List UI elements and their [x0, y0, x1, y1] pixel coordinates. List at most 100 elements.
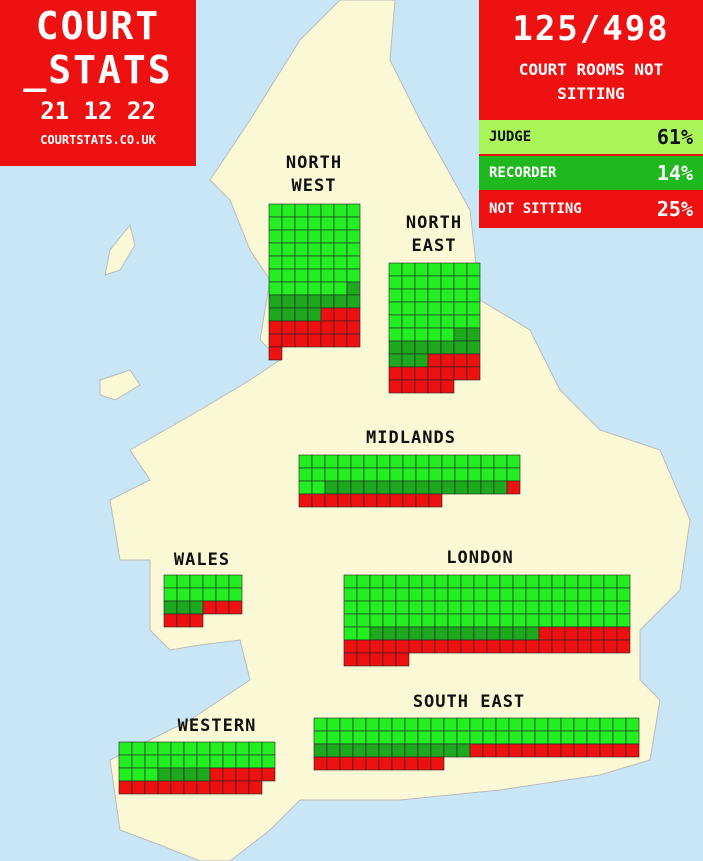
court-room [564, 574, 579, 589]
court-room [467, 454, 482, 469]
court-room [460, 600, 475, 615]
header: COURT _STATS 21 12 22 COURTSTATS.CO.UK [0, 0, 196, 166]
court-room [281, 281, 296, 296]
court-room [118, 741, 133, 756]
court-room [209, 754, 224, 769]
summary-count: 125/498 [512, 9, 670, 49]
court-room [473, 600, 488, 615]
court-room [460, 613, 475, 628]
island [99, 369, 141, 401]
court-room [427, 301, 442, 316]
court-room [268, 268, 283, 283]
court-room [378, 743, 393, 758]
court-room [493, 467, 508, 482]
court-room [466, 275, 481, 290]
court-room [440, 353, 455, 368]
court-room [414, 327, 429, 342]
court-room [268, 229, 283, 244]
court-room [382, 626, 397, 641]
court-room [337, 493, 352, 508]
court-room [603, 600, 618, 615]
court-room [534, 717, 549, 732]
court-room [352, 730, 367, 745]
court-room [183, 780, 198, 795]
court-room [363, 480, 378, 495]
court-room [350, 480, 365, 495]
court-room [551, 613, 566, 628]
court-room [356, 600, 371, 615]
court-room [573, 717, 588, 732]
court-room [365, 730, 380, 745]
court-room [376, 467, 391, 482]
court-room [320, 333, 335, 348]
court-room [196, 780, 211, 795]
court-room [248, 767, 263, 782]
court-room [388, 327, 403, 342]
court-room [453, 275, 468, 290]
court-room [577, 639, 592, 654]
court-room [294, 229, 309, 244]
court-room [389, 493, 404, 508]
court-room [388, 340, 403, 355]
court-room [311, 480, 326, 495]
court-room [343, 652, 358, 667]
court-room [401, 327, 416, 342]
court-room [599, 717, 614, 732]
court-room [577, 587, 592, 602]
court-room [307, 255, 322, 270]
court-room [209, 741, 224, 756]
court-room [170, 754, 185, 769]
court-room [440, 327, 455, 342]
court-room [460, 574, 475, 589]
court-room [196, 741, 211, 756]
court-room [389, 467, 404, 482]
court-room [222, 767, 237, 782]
court-room [473, 613, 488, 628]
court-room [228, 587, 243, 602]
court-room [440, 288, 455, 303]
court-room [417, 730, 432, 745]
court-room [625, 730, 640, 745]
court-room [443, 743, 458, 758]
court-room [454, 467, 469, 482]
court-room [281, 307, 296, 322]
court-room [235, 754, 250, 769]
court-room [294, 203, 309, 218]
court-room [324, 480, 339, 495]
court-room [157, 780, 172, 795]
court-room [427, 275, 442, 290]
court-room [456, 743, 471, 758]
court-room [294, 333, 309, 348]
court-room [144, 780, 159, 795]
court-room [414, 340, 429, 355]
court-room [473, 587, 488, 602]
court-room [363, 467, 378, 482]
court-room [391, 756, 406, 771]
court-room [157, 754, 172, 769]
court-room [466, 301, 481, 316]
court-room [196, 767, 211, 782]
court-room [447, 626, 462, 641]
court-room [376, 454, 391, 469]
court-room [486, 626, 501, 641]
court-room [388, 288, 403, 303]
court-room [493, 454, 508, 469]
court-room [415, 467, 430, 482]
court-room [324, 467, 339, 482]
court-room [352, 743, 367, 758]
court-room [369, 613, 384, 628]
court-room [333, 255, 348, 270]
court-room [209, 767, 224, 782]
court-room [525, 574, 540, 589]
court-room [356, 626, 371, 641]
court-room [453, 366, 468, 381]
court-room [395, 613, 410, 628]
court-room [508, 743, 523, 758]
court-room [294, 320, 309, 335]
court-room [356, 574, 371, 589]
court-room [482, 730, 497, 745]
court-room [248, 780, 263, 795]
court-room [294, 281, 309, 296]
court-room [495, 730, 510, 745]
court-room [551, 600, 566, 615]
